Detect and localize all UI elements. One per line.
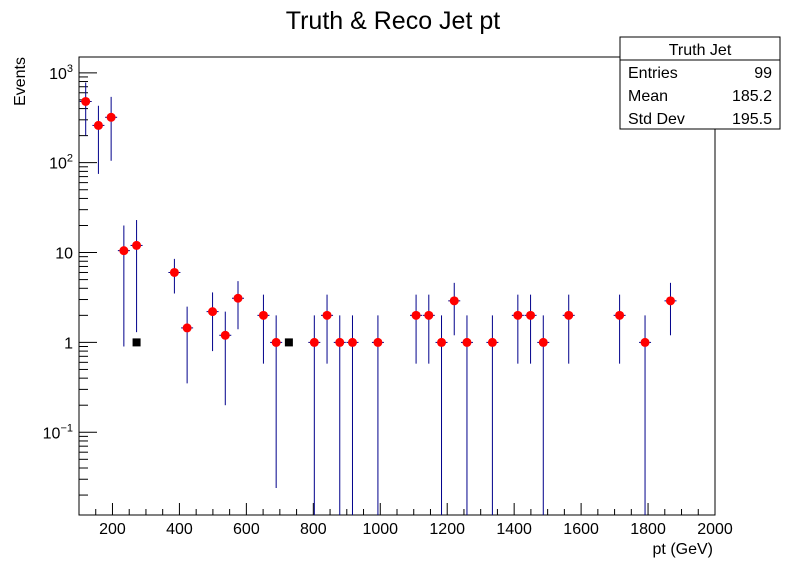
data-point	[615, 310, 625, 320]
stats-box-title: Truth Jet	[669, 42, 732, 59]
data-point	[437, 337, 447, 347]
x-tick-label: 1600	[563, 521, 599, 538]
x-tick-label: 800	[300, 521, 327, 538]
data-point	[373, 337, 383, 347]
data-point	[220, 330, 230, 340]
data-point	[411, 310, 421, 320]
x-tick-label: 400	[166, 521, 193, 538]
stats-mean-value: 185.2	[732, 88, 772, 105]
data-point	[538, 337, 548, 347]
x-axis: 200 400 600 800 1000 1200 1400 1600 1800 2000	[78, 503, 733, 538]
x-tick-label: 1800	[630, 521, 666, 538]
y-tick-label: 10	[55, 246, 73, 263]
data-point	[258, 310, 268, 320]
data-point	[640, 337, 650, 347]
data-point	[233, 293, 243, 303]
stats-stddev-label: Std Dev	[628, 111, 685, 128]
stats-box: Truth Jet Entries 99 Mean 185.2 Std Dev …	[619, 36, 781, 130]
series-layer	[79, 82, 677, 515]
data-point	[271, 337, 281, 347]
data-point	[462, 337, 472, 347]
x-tick-label: 1200	[429, 521, 465, 538]
x-tick-label: 2000	[697, 521, 733, 538]
data-point	[106, 112, 116, 122]
y-tick-label: 102	[49, 153, 73, 173]
data-point	[132, 240, 142, 250]
data-point	[449, 296, 459, 306]
data-point-square	[284, 338, 293, 347]
stats-stddev-value: 195.5	[732, 111, 772, 128]
data-point	[513, 310, 523, 320]
stats-entries-value: 99	[754, 65, 772, 82]
data-point	[526, 310, 536, 320]
stats-mean-label: Mean	[628, 88, 668, 105]
data-point	[487, 337, 497, 347]
data-point	[322, 310, 332, 320]
data-point	[564, 310, 574, 320]
data-point	[182, 323, 192, 333]
x-axis-label: pt (GeV)	[653, 541, 713, 558]
data-point	[424, 310, 434, 320]
y-axis-label: Events	[12, 57, 29, 106]
y-tick-label: 103	[49, 63, 73, 83]
data-point	[169, 267, 179, 277]
x-tick-label: 1000	[362, 521, 398, 538]
data-point	[208, 307, 218, 317]
x-tick-label: 600	[233, 521, 260, 538]
y-axis: 10−1 1 10 102 103	[43, 63, 97, 496]
stats-box-frame	[619, 36, 781, 130]
x-tick-label: 1400	[496, 521, 532, 538]
data-point	[81, 96, 91, 106]
data-point	[309, 337, 319, 347]
y-tick-label: 1	[64, 335, 73, 352]
data-point	[93, 120, 103, 130]
data-point-square	[132, 338, 141, 347]
data-point	[335, 337, 345, 347]
chart-title: Truth & Reco Jet pt	[286, 7, 500, 35]
data-point	[347, 337, 357, 347]
y-tick-label: 10−1	[43, 422, 73, 442]
data-point	[119, 246, 129, 256]
x-tick-label: 200	[99, 521, 126, 538]
stats-entries-label: Entries	[628, 65, 678, 82]
data-point	[665, 296, 675, 306]
